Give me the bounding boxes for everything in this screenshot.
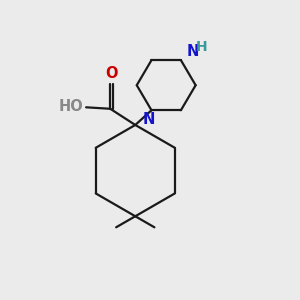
Text: N: N bbox=[186, 44, 199, 59]
Text: N: N bbox=[143, 112, 155, 127]
Text: HO: HO bbox=[59, 99, 84, 114]
Text: H: H bbox=[196, 40, 208, 54]
Text: O: O bbox=[106, 66, 118, 81]
